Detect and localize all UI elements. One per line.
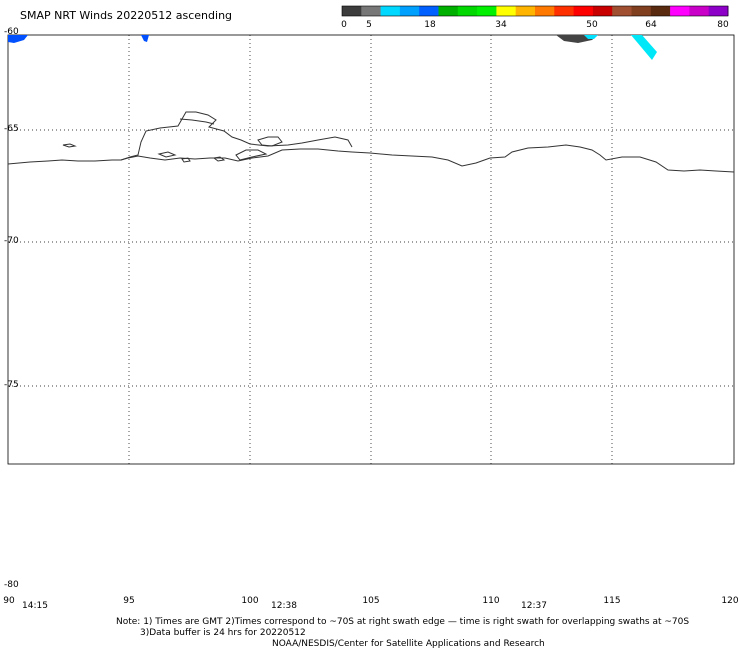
lon-label-100: 100: [241, 596, 259, 606]
wind-patch-cyan-small: [584, 35, 598, 39]
colorbar-segment: [573, 6, 594, 16]
lon-label-115: 115: [603, 596, 621, 606]
colorbar-frame: [341, 5, 729, 17]
colorbar-segment: [554, 6, 575, 16]
lon-label-90: 90: [3, 596, 15, 606]
swath-time-1: 14:15: [22, 601, 48, 611]
colorbar-segment: [419, 6, 439, 16]
grid: [8, 35, 734, 464]
colorbar-tick-0: 0: [341, 20, 347, 30]
lon-label-110: 110: [482, 596, 500, 606]
colorbar-segment: [361, 6, 382, 16]
colorbar-segment: [457, 6, 478, 16]
colorbar-segment: [612, 6, 632, 16]
colorbar-tick-50: 50: [586, 20, 598, 30]
colorbar-segment: [592, 6, 613, 16]
wind-patch-west: [8, 35, 28, 43]
lat-label-65: -65: [4, 124, 19, 134]
swath-time-3: 12:37: [521, 601, 547, 611]
note-credit: NOAA/NESDIS/Center for Satellite Applica…: [272, 639, 545, 649]
colorbar-segment: [670, 6, 690, 16]
lat-label-75: -75: [4, 380, 19, 390]
colorbar-segment: [708, 6, 729, 16]
colorbar-tick-18: 18: [424, 20, 436, 30]
colorbar-segment: [496, 6, 517, 16]
colorbar-segment: [380, 6, 401, 16]
lat-label-70: -70: [4, 236, 19, 246]
swath-time-2: 12:38: [271, 601, 297, 611]
colorbar-segment: [477, 6, 497, 16]
lon-label-120: 120: [721, 596, 739, 606]
coastline: [7, 111, 735, 173]
colorbar-segment: [689, 6, 710, 16]
map-title: SMAP NRT Winds 20220512 ascending: [20, 9, 233, 22]
colorbar-segment: [515, 6, 536, 16]
note-line-2: 3)Data buffer is 24 hrs for 20220512: [140, 628, 306, 638]
note-line-1: Note: 1) Times are GMT 2)Times correspon…: [116, 617, 690, 627]
colorbar-segment: [399, 6, 420, 16]
lat-label-60: -60: [4, 27, 19, 37]
colorbar-tick-80: 80: [717, 20, 729, 30]
lon-label-95: 95: [123, 596, 135, 606]
colorbar-segment: [535, 6, 555, 16]
lon-label-105: 105: [362, 596, 380, 606]
colorbar: [342, 6, 729, 16]
lat-label-80: -80: [4, 580, 19, 590]
colorbar-tick-64: 64: [645, 20, 657, 30]
colorbar-segment: [342, 6, 362, 16]
wind-patch-95: [141, 35, 149, 42]
colorbar-segment: [631, 6, 652, 16]
colorbar-segment: [650, 6, 671, 16]
wind-patch-cyan: [631, 35, 657, 60]
colorbar-tick-34: 34: [495, 20, 507, 30]
colorbar-tick-5: 5: [366, 20, 372, 30]
colorbar-segment: [438, 6, 459, 16]
